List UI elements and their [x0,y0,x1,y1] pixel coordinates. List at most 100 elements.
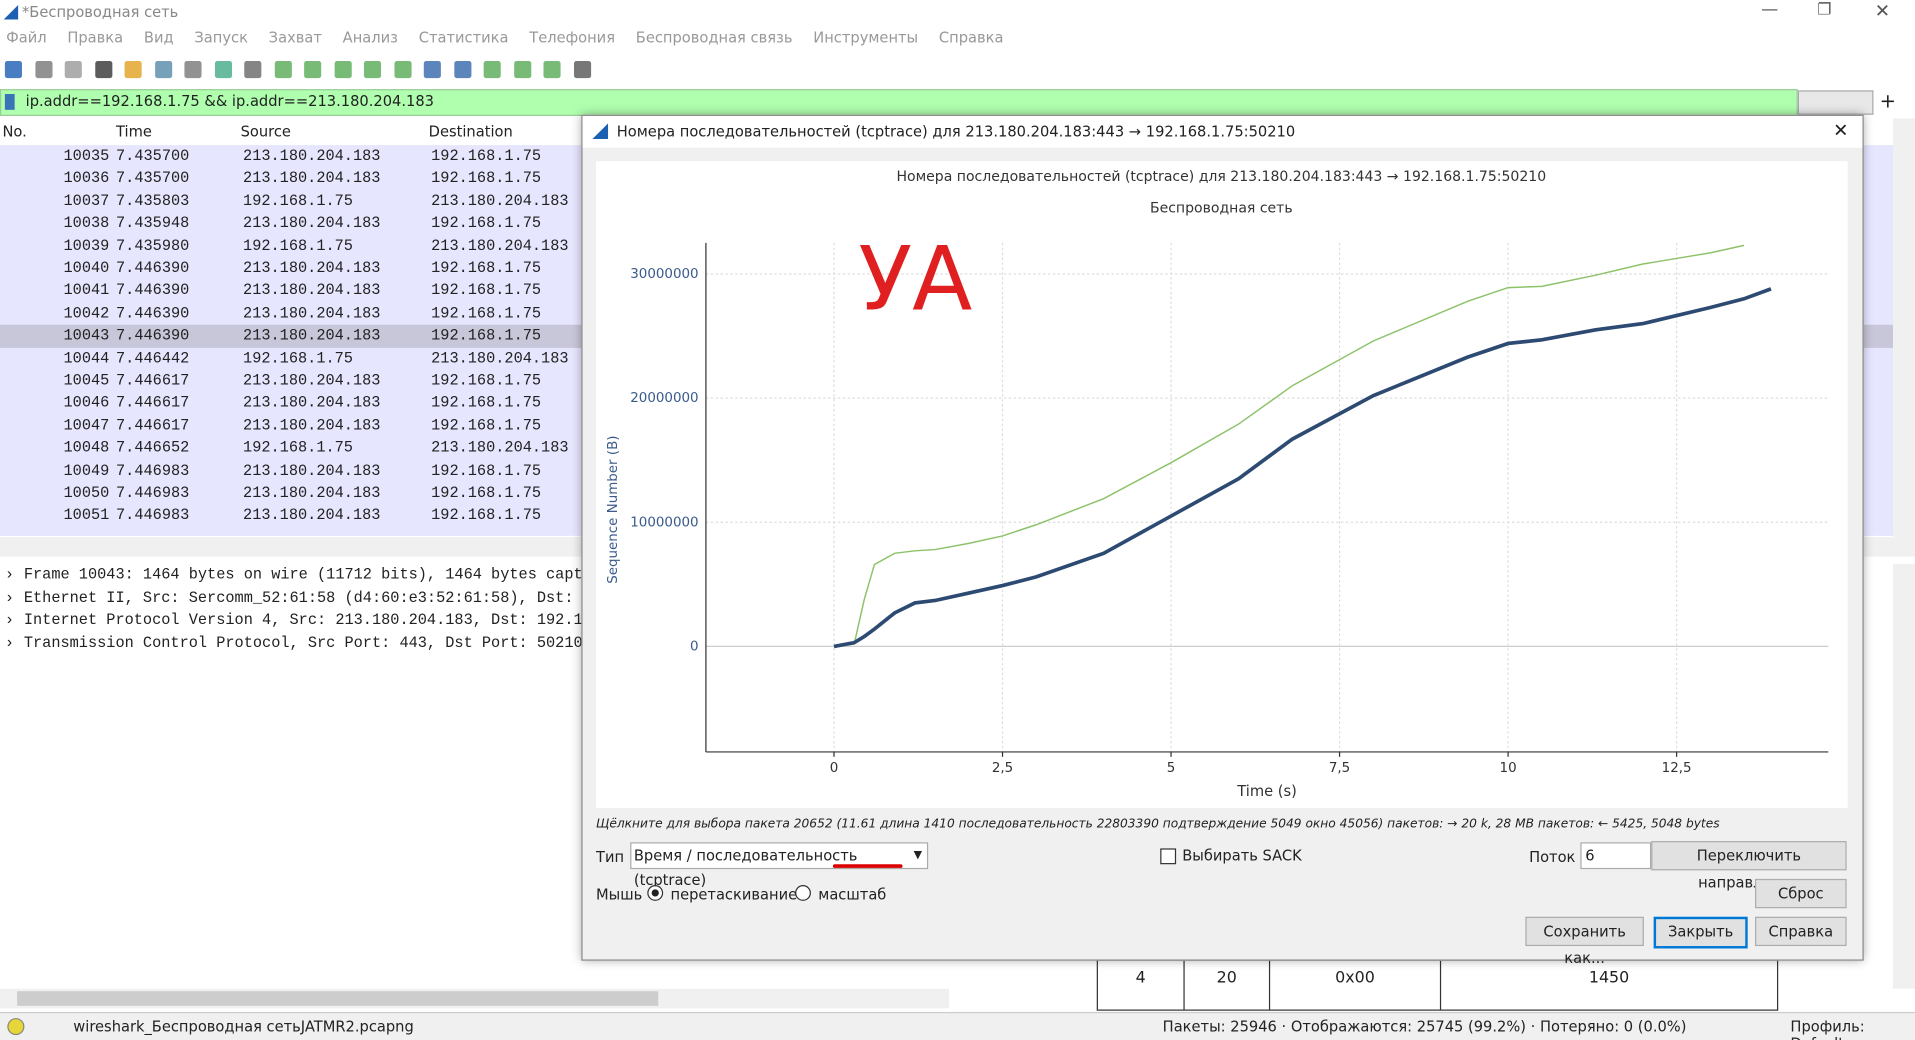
packet-cell: 213.180.204.183 [243,282,381,300]
menu-item[interactable]: Анализ [342,29,398,47]
zoom-radio[interactable] [795,885,811,901]
toolbar-button[interactable] [124,61,142,79]
sack-checkbox[interactable] [1160,848,1177,865]
packet-row[interactable]: 10038 7.435948 213.180.204.183 192.168.1.75 [0,213,1893,235]
menu-item[interactable]: Телефония [529,29,616,47]
column-header[interactable]: Time [116,123,152,141]
switch-direction-button[interactable]: Переключить направление [1651,841,1847,891]
scroll-thumb[interactable] [17,991,659,1006]
toolbar-button[interactable] [34,61,52,79]
minimize[interactable]: — [1761,0,1779,20]
toolbar-button[interactable] [4,61,22,79]
close-button[interactable]: Закрыть [1653,916,1748,949]
packet-cell: 10047 [63,417,110,435]
packet-row[interactable]: 10049 7.446983 213.180.204.183 192.168.1.75 [0,460,1893,482]
column-header[interactable]: Destination [428,123,513,141]
packet-row[interactable]: 10035 7.435700 213.180.204.183 192.168.1.75 [0,145,1893,167]
expand-arrow[interactable]: › [4,566,15,584]
packet-row[interactable]: 10045 7.446617 213.180.204.183 192.168.1.75 [0,370,1893,392]
toolbar-button[interactable] [304,61,322,79]
toolbar-button[interactable] [94,61,112,79]
packet-row[interactable]: 10046 7.446617 213.180.204.183 192.168.1.75 [0,392,1893,414]
toolbar-button[interactable] [543,61,561,79]
packet-row[interactable]: 10047 7.446617 213.180.204.183 192.168.1.75 [0,415,1893,437]
detail-line[interactable]: › Transmission Control Protocol, Src Port… [5,634,584,651]
toolbar-button[interactable] [244,61,262,79]
toolbar-button[interactable] [483,61,501,79]
toolbar-button[interactable] [393,61,411,79]
toolbar-button[interactable] [573,61,591,79]
menu-item[interactable]: Захват [268,29,322,47]
packet-cell: 213.180.204.183 [243,417,381,435]
packet-row[interactable]: 10040 7.446390 213.180.204.183 192.168.1.75 [0,258,1893,280]
toolbar-button[interactable] [513,61,531,79]
packet-row[interactable]: 10051 7.446983 213.180.204.183 192.168.1.75 [0,505,1893,527]
dialog-close-x[interactable]: ✕ [1833,119,1849,142]
menu-item[interactable]: Инструменты [813,29,919,47]
toolbar-button[interactable] [423,61,441,79]
menu-item[interactable]: Вид [143,29,174,47]
header-diagram: 4 20 0x00 1450 [1096,959,1779,1011]
y-axis-title: Sequence Number (B) [606,435,621,583]
window-title: *Беспроводная сеть [21,3,179,21]
menu-item[interactable]: Статистика [418,29,509,47]
packet-cell: 192.168.1.75 [243,439,353,457]
toolbar-button[interactable] [274,61,292,79]
stream-spinbox[interactable]: 6 [1580,842,1652,870]
expand-arrow[interactable]: › [4,611,15,629]
packet-row[interactable]: 10041 7.446390 213.180.204.183 192.168.1.75 [0,280,1893,302]
filter-text[interactable]: ip.addr==192.168.1.75 && ip.addr==213.18… [25,92,435,110]
detail-line[interactable]: › Ethernet II, Src: Sercomm_52:61:58 (d4:… [5,589,584,606]
packet-row[interactable]: 10050 7.446983 213.180.204.183 192.168.1.75 [0,482,1893,504]
filter-bar[interactable]: ip.addr==192.168.1.75 && ip.addr==213.18… [0,89,1798,116]
toolbar-button[interactable] [214,61,232,79]
packet-cell: 7.435700 [116,147,190,165]
menu-item[interactable]: Правка [67,29,124,47]
add-filter[interactable]: + [1879,89,1896,113]
y-tick-label: 30000000 [630,267,698,282]
menu-item[interactable]: Файл [6,29,47,47]
menu-item[interactable]: Запуск [194,29,248,47]
help-button[interactable]: Справка [1755,916,1847,947]
save-button[interactable]: Сохранить как... [1525,916,1644,967]
packet-cell: 213.180.204.183 [243,507,381,525]
zoom-label[interactable]: масштаб [818,886,887,904]
packet-row[interactable]: 10039 7.435980 192.168.1.75 213.180.204.183 [0,235,1893,257]
packet-row[interactable]: 10036 7.435700 213.180.204.183 192.168.1.75 [0,168,1893,190]
toolbar-button[interactable] [64,61,82,79]
packet-row[interactable]: 10037 7.435803 192.168.1.75 213.180.204.183 [0,190,1893,212]
filter-buttons[interactable] [1797,90,1874,115]
y-tick-label: 0 [690,639,699,654]
hint: Щёлкните для выбора пакета 20652 (11.61 … [595,817,1720,832]
bottom-scrollbar[interactable] [0,988,949,1009]
reset-button[interactable]: Сброс [1755,878,1847,909]
menu-item[interactable]: Беспроводная связь [635,29,793,47]
column-header[interactable]: No. [2,123,27,141]
mouse-label: Мышь [595,886,643,904]
close-window[interactable]: ✕ [1874,0,1891,22]
sack-label[interactable]: Выбирать SACK [1182,847,1302,865]
packet-row[interactable]: 10042 7.446390 213.180.204.183 192.168.1.75 [0,302,1893,324]
vertical-scrollbar[interactable] [1893,118,1915,538]
drag-label[interactable]: перетаскивание [670,886,798,904]
expand-arrow[interactable]: › [4,634,15,652]
column-header[interactable]: Source [240,123,291,141]
detail-line[interactable]: › Internet Protocol Version 4, Src: 213.1… [5,612,584,629]
drag-radio[interactable] [647,885,664,901]
toolbar-button[interactable] [334,61,352,79]
menu-item[interactable]: Справка [938,29,1004,47]
packet-row[interactable]: 10048 7.446652 192.168.1.75 213.180.204.183 [0,437,1893,459]
detail-line[interactable]: › Frame 10043: 1464 bytes on wire (11712 … [5,566,584,583]
expand-arrow[interactable]: › [4,588,15,607]
packet-cell: 10051 [63,507,110,525]
toolbar-button[interactable] [363,61,382,79]
details-scrollbar[interactable] [1893,563,1915,989]
toolbar-button[interactable] [184,61,202,79]
maximize[interactable]: ❐ [1817,1,1832,20]
packet-row[interactable]: 10044 7.446442 192.168.1.75 213.180.204.183 [0,347,1893,369]
y-tick-label: 10000000 [630,515,698,530]
toolbar-button[interactable] [453,61,471,79]
toolbar-button[interactable] [154,61,172,79]
packet-cell: 7.446617 [116,372,190,390]
